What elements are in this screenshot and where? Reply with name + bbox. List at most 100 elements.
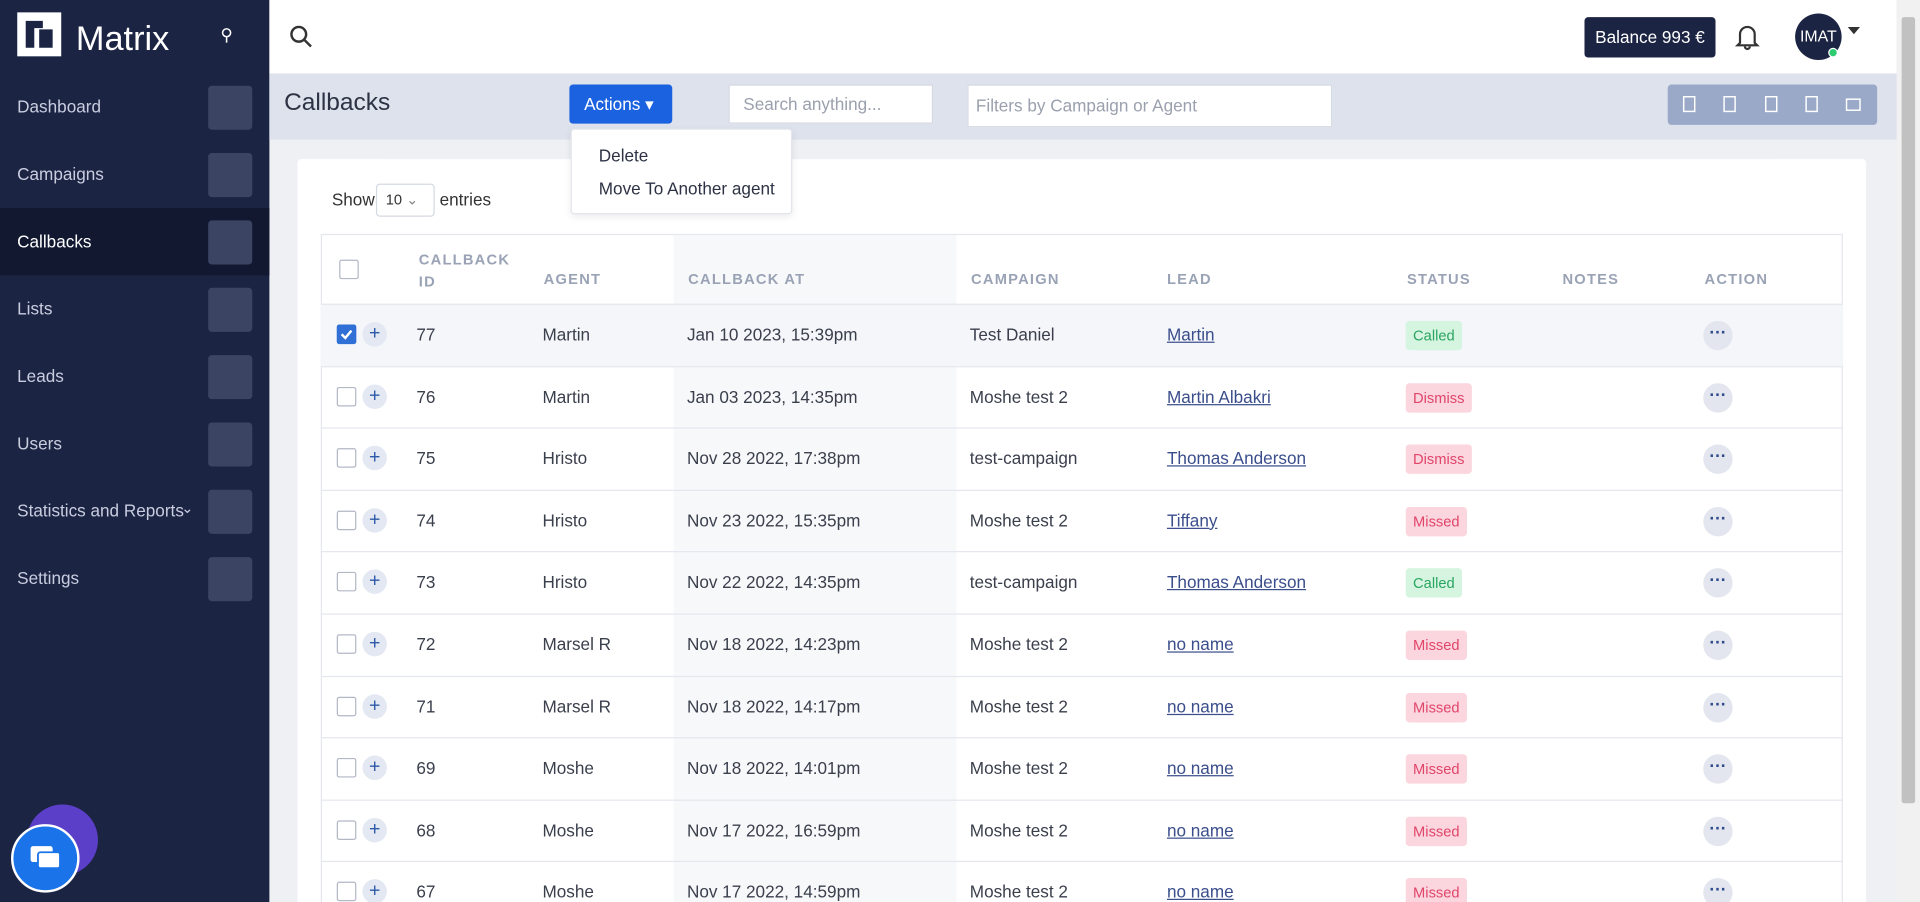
expand-button[interactable]: +	[362, 383, 387, 409]
table-row: +74 Hristo Nov 23 2022, 15:35pm Moshe test …	[320, 489, 1843, 552]
table-header: CALLBACK ID AGENT CALLBACK AT CAMPAIGN LEAD S…	[321, 234, 1843, 304]
nav-item[interactable]: Lists	[0, 276, 269, 343]
search-input[interactable]: Search anything...	[728, 84, 934, 124]
callback-id: 76	[416, 386, 436, 407]
nav-icon	[208, 287, 253, 332]
column-header[interactable]: STATUS	[1406, 270, 1471, 288]
callback-at: Nov 23 2022, 15:35pm	[686, 510, 861, 530]
actions-button[interactable]: Actions ▾	[569, 84, 673, 124]
expand-button[interactable]: +	[362, 817, 387, 843]
column-header[interactable]: LEAD	[1166, 270, 1212, 288]
nav-item[interactable]: Leads	[0, 343, 269, 410]
row-actions[interactable]: ···	[1703, 444, 1733, 475]
row-actions[interactable]: ···	[1703, 816, 1733, 846]
row-actions[interactable]: ···	[1703, 506, 1733, 537]
search-placeholder: Search anything...	[743, 94, 882, 114]
caret[interactable]	[1847, 26, 1861, 35]
lead-link[interactable]: no name	[1166, 882, 1234, 902]
agent: Marsel R	[542, 634, 612, 654]
expand-button[interactable]: +	[362, 631, 387, 657]
callback-id: 68	[416, 820, 436, 840]
nav-icon	[208, 489, 253, 534]
expand-button[interactable]: +	[362, 693, 387, 719]
menu-item[interactable]: Move To Another agent	[598, 178, 775, 199]
table-row: +76 Martin Jan 03 2023, 14:35pm Moshe test …	[320, 365, 1843, 428]
agent: Martin	[542, 324, 591, 345]
nav-item[interactable]: Callbacks	[0, 208, 270, 276]
table-row: +77 Martin Jan 10 2023, 15:39pm Test Daniel…	[320, 303, 1843, 367]
menu-item[interactable]: Delete	[598, 145, 649, 166]
expand-button[interactable]: +	[362, 322, 387, 347]
row-checkbox[interactable]	[336, 510, 357, 530]
column-header[interactable]: CALLBACK AT	[688, 270, 806, 288]
table-row: +71 Marsel R Nov 18 2022, 14:17pm Moshe tes…	[320, 675, 1843, 737]
row-actions[interactable]: ···	[1703, 878, 1733, 902]
lead-link[interactable]: Martin Albakri	[1166, 386, 1271, 407]
select-all[interactable]	[339, 259, 359, 280]
entries-label: entries	[439, 189, 492, 210]
row-checkbox[interactable]	[336, 696, 357, 716]
column-header[interactable]: CALLBACK ID	[418, 251, 511, 291]
row-actions[interactable]: ···	[1703, 630, 1733, 661]
logo	[17, 12, 62, 57]
lead-link[interactable]: Thomas Anderson	[1166, 448, 1307, 468]
expand-button[interactable]: +	[362, 879, 387, 902]
chat-widget[interactable]	[11, 824, 80, 893]
lead-link[interactable]: no name	[1166, 758, 1234, 778]
filter-input[interactable]: Filters by Campaign or Agent	[967, 84, 1333, 128]
campaign: Moshe test 2	[969, 386, 1068, 407]
expand-button[interactable]: +	[362, 569, 387, 595]
nav-item[interactable]: Users	[0, 410, 269, 477]
column-header[interactable]: AGENT	[543, 270, 602, 288]
nav-item[interactable]: Statistics and Reports ⌄	[0, 478, 269, 545]
row-checkbox[interactable]	[336, 882, 357, 902]
lead-link[interactable]: no name	[1166, 696, 1234, 716]
row-actions[interactable]: ···	[1703, 568, 1733, 599]
lead-link[interactable]: Tiffany	[1166, 510, 1218, 530]
column-header[interactable]: ACTION	[1704, 270, 1769, 288]
scroll-thumb[interactable]	[1901, 17, 1916, 804]
topbar: Balance 993 € IMAT	[269, 0, 1897, 74]
brand: Matrix	[75, 19, 170, 58]
nav-item[interactable]: Campaigns	[0, 141, 269, 208]
callback-id: 67	[416, 882, 436, 902]
table-row: +69 Moshe Nov 18 2022, 14:01pm Moshe test 2…	[320, 737, 1843, 799]
callback-id: 72	[416, 634, 436, 654]
agent: Hristo	[542, 572, 588, 592]
expand-button[interactable]: +	[362, 445, 387, 471]
nav-label: Lists	[17, 298, 53, 319]
row-checkbox[interactable]	[336, 758, 357, 778]
column-header[interactable]: NOTES	[1562, 270, 1620, 288]
lead-link[interactable]: Martin	[1166, 324, 1215, 345]
row-checkbox[interactable]	[336, 820, 357, 840]
search-icon[interactable]	[289, 24, 313, 48]
expand-button[interactable]: +	[362, 507, 387, 533]
lead-link[interactable]: no name	[1166, 820, 1234, 840]
status-badge: Missed	[1405, 816, 1467, 846]
nav-label: Settings	[17, 568, 80, 588]
callback-at: Nov 17 2022, 14:59pm	[686, 882, 861, 902]
page-size-select[interactable]: 10 ⌄	[375, 183, 435, 217]
pin-icon[interactable]: ⚲	[220, 24, 233, 45]
lead-link[interactable]: Thomas Anderson	[1166, 572, 1307, 592]
row-actions[interactable]: ···	[1703, 692, 1733, 722]
row-checkbox[interactable]	[336, 572, 357, 592]
expand-button[interactable]: +	[362, 755, 387, 781]
row-checkbox[interactable]	[336, 386, 357, 407]
row-actions[interactable]: ···	[1703, 320, 1733, 351]
lead-link[interactable]: no name	[1166, 634, 1234, 654]
row-checkbox[interactable]	[336, 324, 357, 345]
nav-item[interactable]: Dashboard	[0, 73, 269, 140]
row-actions[interactable]: ···	[1703, 382, 1733, 413]
column-header[interactable]: CAMPAIGN	[971, 270, 1060, 288]
nav-label: Dashboard	[17, 96, 102, 117]
table-row: +72 Marsel R Nov 18 2022, 14:23pm Moshe tes…	[320, 613, 1843, 675]
bell[interactable]	[1734, 22, 1761, 51]
row-checkbox[interactable]	[336, 634, 357, 654]
export-group	[1667, 84, 1878, 125]
row-checkbox[interactable]	[336, 448, 357, 468]
nav-item[interactable]: Settings	[0, 545, 269, 612]
balance[interactable]: Balance 993 €	[1584, 17, 1716, 58]
row-actions[interactable]: ···	[1703, 754, 1733, 784]
